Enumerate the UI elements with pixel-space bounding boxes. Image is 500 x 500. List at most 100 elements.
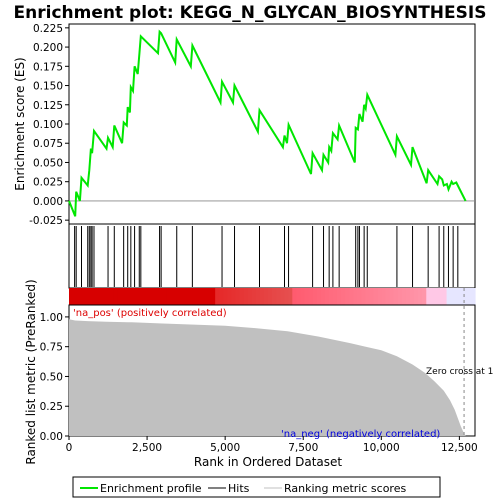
color-bar-segment <box>365 288 371 305</box>
color-bar-segment <box>154 288 159 305</box>
neg-label: 'na_neg' (negatively correlated) <box>281 429 440 440</box>
hits-area <box>68 223 476 289</box>
color-bar-segment <box>454 288 460 305</box>
color-bar-segment <box>129 288 135 305</box>
color-bar-segment <box>345 288 350 305</box>
color-bar-segment <box>101 288 107 305</box>
color-bar-segment <box>434 288 440 305</box>
color-bar-segment <box>470 288 476 305</box>
color-bar-segment <box>219 288 224 305</box>
color-bar-segment <box>243 288 249 305</box>
color-bar-segment <box>77 288 82 305</box>
color-bar-segment <box>405 288 411 305</box>
x-axis: 0 2,500 5,000 7,500 10,000 12,500 <box>66 436 478 454</box>
metric-y-tick-label: 0.75 <box>40 342 63 354</box>
color-bar-segment <box>97 288 103 305</box>
legend-hits-label: Hits <box>228 482 250 495</box>
color-bar-segment <box>320 288 326 305</box>
color-bar-segment <box>259 288 265 305</box>
es-plot-area <box>68 23 476 225</box>
hits-group <box>74 226 459 287</box>
color-bar-segment <box>93 288 99 305</box>
x-tick-label: 2,500 <box>132 442 162 454</box>
ranking-color-bar <box>69 288 476 305</box>
color-bar-segment <box>186 288 192 305</box>
color-bar-segment <box>174 288 180 305</box>
color-bar-segment <box>288 288 293 305</box>
color-bar-segment <box>69 288 74 305</box>
color-bar-segment <box>316 288 322 305</box>
metric-y-tick-label: 0.25 <box>40 401 63 413</box>
color-bar-segment <box>267 288 273 305</box>
es-y-axis-label: Enrichment score (ES) <box>13 57 27 190</box>
color-bar-segment <box>162 288 168 305</box>
color-bar-segment <box>215 288 220 305</box>
es-y-tick-label: -0.025 <box>29 215 63 227</box>
color-bar-segment <box>198 288 204 305</box>
es-y-tick-label: 0.150 <box>33 81 63 93</box>
color-bar-segment <box>178 288 184 305</box>
metric-y-axis: 0.00 0.25 0.50 0.75 1.00 <box>40 312 69 443</box>
color-bar-segment <box>223 288 228 305</box>
es-y-tick-label: 0.225 <box>33 23 63 35</box>
color-bar-segment <box>401 288 407 305</box>
es-y-tick-label: 0.100 <box>33 119 63 131</box>
x-tick-label: 7,500 <box>288 442 318 454</box>
color-bar-segment <box>142 288 147 305</box>
color-bar-segment <box>336 288 342 305</box>
x-tick-label: 12,500 <box>441 442 478 454</box>
color-bar-segment <box>361 288 366 305</box>
color-bar-segment <box>397 288 403 305</box>
color-bar-segment <box>207 288 212 305</box>
color-bar-segment <box>393 288 399 305</box>
color-bar-segment <box>202 288 208 305</box>
es-y-axis: -0.025 0.000 0.025 0.050 0.075 0.100 0.125 0.15… <box>29 23 69 227</box>
color-bar-segment <box>438 288 444 305</box>
color-bar-segment <box>158 288 163 305</box>
color-bar-segment <box>422 288 427 305</box>
metric-y-axis-label: Ranked list metric (PreRanked) <box>24 279 38 464</box>
color-bar-segment <box>373 288 379 305</box>
color-bar-segment <box>466 288 472 305</box>
color-bar-segment <box>121 288 127 305</box>
color-bar-segment <box>430 288 435 305</box>
es-y-tick-label: 0.125 <box>33 100 63 112</box>
es-y-tick-label: 0.050 <box>33 157 63 169</box>
zero-cross-label: Zero cross at 1 <box>426 367 493 377</box>
color-bar-segment <box>369 288 375 305</box>
metric-y-tick-label: 1.00 <box>40 312 63 324</box>
color-bar-segment <box>81 288 86 305</box>
color-bar-segment <box>105 288 111 305</box>
chart-title: Enrichment plot: KEGG_N_GLYCAN_BIOSYNTHE… <box>14 3 487 23</box>
es-y-tick-label: 0.000 <box>33 196 63 208</box>
color-bar-segment <box>125 288 131 305</box>
color-bar-segment <box>418 288 423 305</box>
color-bar-segment <box>280 288 285 305</box>
x-tick-label: 5,000 <box>210 442 240 454</box>
color-bar-segment <box>450 288 456 305</box>
color-bar-segment <box>235 288 241 305</box>
color-bar-segment <box>117 288 123 305</box>
color-bar-segment <box>328 288 334 305</box>
color-bar-segment <box>113 288 119 305</box>
es-y-tick-label: 0.025 <box>33 177 63 189</box>
color-bar-segment <box>170 288 176 305</box>
color-bar-segment <box>251 288 257 305</box>
color-bar-segment <box>353 288 358 305</box>
color-bar-segment <box>381 288 387 305</box>
es-y-tick-label: 0.075 <box>33 138 63 150</box>
x-tick-label: 10,000 <box>363 442 400 454</box>
color-bar-segment <box>410 288 415 305</box>
color-bar-segment <box>292 288 297 305</box>
color-bar-segment <box>190 288 196 305</box>
color-bar-segment <box>263 288 269 305</box>
color-bar-segment <box>73 288 78 305</box>
color-bar-segment <box>341 288 346 305</box>
color-bar-segment <box>284 288 289 305</box>
color-bar-segment <box>227 288 232 305</box>
color-bar-segment <box>272 288 277 305</box>
color-bar-segment <box>377 288 383 305</box>
color-bar-segment <box>324 288 330 305</box>
color-bar-segment <box>349 288 354 305</box>
color-bar-segment <box>182 288 188 305</box>
